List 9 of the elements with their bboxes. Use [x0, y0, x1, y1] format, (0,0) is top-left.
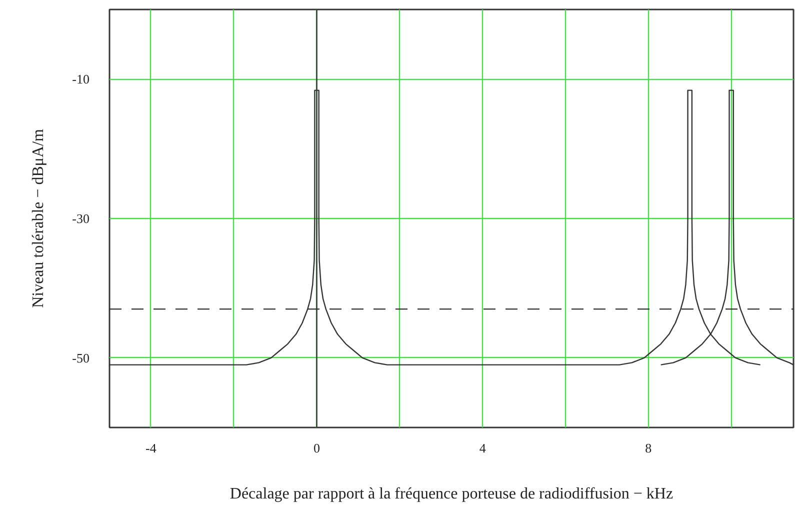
y-tick-label: -30: [72, 211, 90, 226]
x-axis-title: Décalage par rapport à la fréquence porteuse de radiodiffusion − kHz: [230, 486, 674, 502]
y-axis-title: Niveau tolérable − dBμA/m: [30, 128, 48, 308]
x-tick-label: 8: [645, 440, 652, 456]
y-tick-label: -10: [72, 72, 90, 87]
x-tick-label: 4: [479, 440, 486, 456]
x-tick-label: -4: [146, 440, 157, 456]
x-tick-label: 0: [314, 440, 320, 456]
y-tick-label: -50: [72, 350, 90, 366]
